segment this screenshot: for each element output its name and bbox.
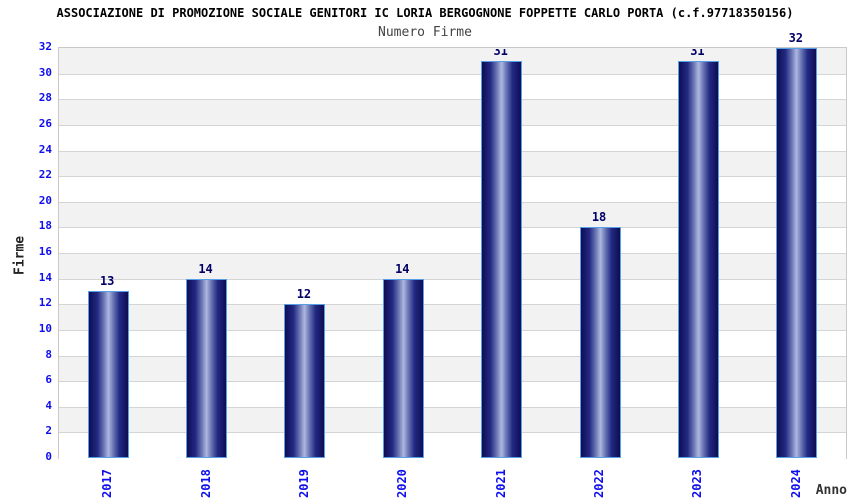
x-tick-label: 2017 xyxy=(100,469,115,498)
x-axis-title: Anno xyxy=(815,483,847,498)
y-tick-label: 8 xyxy=(45,347,52,361)
y-tick-label: 2 xyxy=(45,424,52,438)
bar-value-label: 31 xyxy=(493,43,508,58)
x-tick-label: 2018 xyxy=(198,469,213,498)
chart-subtitle: Numero Firme xyxy=(378,25,472,40)
grid-band xyxy=(59,176,846,203)
y-tick-label: 0 xyxy=(45,450,52,463)
bar-2024 xyxy=(776,48,818,458)
bar-value-label: 13 xyxy=(99,274,115,289)
grid-band xyxy=(59,124,846,152)
bar-value-label: 31 xyxy=(690,43,705,58)
bar-2020 xyxy=(382,278,424,458)
bar-2023 xyxy=(677,60,719,458)
y-tick-label: 18 xyxy=(38,219,52,233)
grid-band xyxy=(59,278,846,306)
bar-value-label: 18 xyxy=(591,210,607,225)
x-tick-label: 2021 xyxy=(493,469,508,498)
y-tick-label: 10 xyxy=(38,321,52,335)
grid-band xyxy=(59,73,846,101)
bar-value-label: 14 xyxy=(198,261,213,276)
grid-band xyxy=(59,329,846,357)
grid-band xyxy=(59,381,846,408)
x-tick-label: 2022 xyxy=(592,469,607,498)
bar-value-label: 12 xyxy=(296,287,312,302)
y-tick-label: 12 xyxy=(38,296,52,310)
y-tick-label: 32 xyxy=(38,40,52,53)
grid-band xyxy=(59,432,846,459)
y-tick-label: 24 xyxy=(38,142,52,156)
x-tick-label: 2019 xyxy=(296,469,311,498)
plot-area xyxy=(58,47,847,459)
bar-value-label: 32 xyxy=(788,31,804,45)
grid-band xyxy=(59,99,846,126)
bar-2021 xyxy=(481,60,523,458)
grid-band xyxy=(59,150,846,178)
y-tick-label: 20 xyxy=(38,193,52,207)
x-tick-label: 2020 xyxy=(395,469,410,498)
grid-band xyxy=(59,304,846,331)
x-tick-label: 2023 xyxy=(690,469,705,498)
grid-band xyxy=(59,48,846,74)
y-tick-label: 6 xyxy=(45,373,52,387)
grid-band xyxy=(59,406,846,434)
y-tick-label: 16 xyxy=(38,245,52,258)
y-tick-label: 14 xyxy=(38,270,52,284)
grid-band xyxy=(59,355,846,383)
bar-2017 xyxy=(87,291,129,458)
y-tick-label: 4 xyxy=(45,398,52,412)
bar-value-label: 14 xyxy=(395,261,410,276)
y-tick-label: 26 xyxy=(38,116,52,130)
bar-2019 xyxy=(284,304,326,458)
y-tick-label: 22 xyxy=(38,168,52,182)
grid-band xyxy=(59,201,846,229)
bar-2022 xyxy=(579,227,621,458)
y-tick-label: 30 xyxy=(38,65,52,79)
chart-title: ASSOCIAZIONE DI PROMOZIONE SOCIALE GENIT… xyxy=(56,6,794,20)
bar-2018 xyxy=(186,278,228,458)
y-tick-label: 28 xyxy=(38,91,52,105)
grid-band xyxy=(59,227,846,254)
